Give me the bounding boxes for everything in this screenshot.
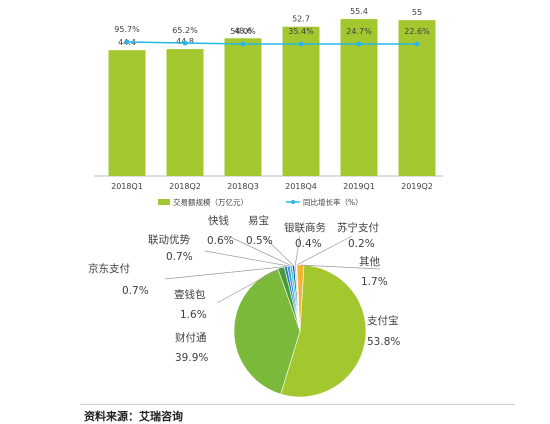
growth-rate-point [298,41,304,47]
pie-slice-value: 0.7% [166,251,193,263]
pie-slice-label: 快钱 [208,214,229,227]
growth-rate-point [182,40,188,46]
pie-leader-line [296,235,353,266]
bar [224,38,262,176]
growth-rate-point [240,41,246,47]
bar-value-label: 55 [412,8,422,17]
source-note: 资料来源：艾瑞咨询 [84,410,183,423]
source-divider [80,404,515,405]
growth-rate-label: 54.0% [230,27,256,36]
pie-leader-line [300,264,381,270]
bar [166,49,204,176]
legend-label-line: 同比增长率（%） [303,197,363,207]
pie-slice-label: 壹钱包 [174,288,206,301]
x-tick-label: 2019Q2 [401,182,433,191]
legend-swatch-line-marker [291,200,295,204]
pie-leader-line [294,235,301,266]
x-tick-label: 2018Q3 [227,182,259,191]
pie-slice-label: 联动优势 [148,233,190,246]
pie-slice-label: 支付宝 [367,314,399,327]
pie-slice-label: 银联商务 [284,221,326,234]
bar-line-chart: 44.42018Q144.82018Q248.62018Q352.72018Q4… [94,7,443,207]
pie-slice-label: 苏宁支付 [337,221,379,234]
pie-slice-value: 1.7% [361,276,388,288]
pie-leader-line [164,266,286,280]
pie-slice-value: 53.8% [367,336,400,348]
pie-chart: 支付宝 53.8% 财付通 39.9% 壹钱包 1.6% 京东支付 0.7% 联动优势 0.7% 快… [88,214,400,398]
bar-value-label: 52.7 [292,15,310,24]
growth-rate-point [124,39,130,45]
bar-value-label: 48.6 [234,26,252,35]
bar-value-label: 55.4 [350,7,368,16]
pie-slice-label: 其他 [359,255,380,268]
x-tick-label: 2019Q1 [343,182,375,191]
pie-slice-value: 0.6% [207,235,234,247]
pie-slice-value: 0.2% [348,238,375,250]
pie-slice-value: 0.4% [295,238,322,250]
legend-label-bar: 交易额规模（万亿元） [173,197,248,207]
growth-rate-label: 24.7% [346,27,372,36]
legend-swatch-bar [158,199,170,205]
growth-rate-label: 22.6% [404,27,430,36]
bar [282,26,320,176]
bar [108,50,146,177]
pie-leader-line [227,235,292,266]
x-tick-label: 2018Q2 [169,182,201,191]
growth-rate-point [414,41,420,47]
growth-rate-label: 35.4% [288,27,314,36]
pie-slice-value: 1.6% [180,309,207,321]
pie-slice-label: 易宝 [248,214,269,227]
growth-rate-label: 95.7% [114,25,140,34]
pie-leader-line [262,235,294,266]
growth-rate-label: 65.2% [172,26,198,35]
x-tick-label: 2018Q4 [285,182,317,191]
growth-rate-point [356,41,362,47]
pie-slice-value: 0.5% [246,235,273,247]
growth-rate-line [126,41,417,45]
pie-slice-value: 39.9% [175,352,208,364]
pie-slice-value: 0.7% [122,285,149,297]
pie-slice-label: 财付通 [175,331,207,344]
pie-slice-label: 京东支付 [88,262,130,275]
x-tick-label: 2018Q1 [111,182,143,191]
pie-leader-line [216,267,282,304]
pie-slice [233,268,301,395]
pie-leader-line [204,250,289,267]
